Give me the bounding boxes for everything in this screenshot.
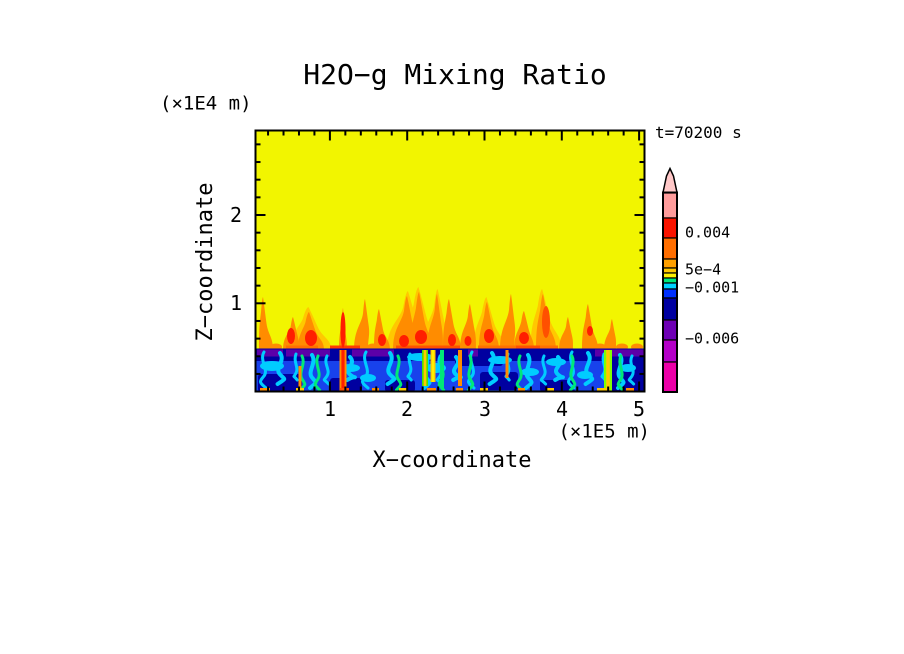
x-tick-label-5: 5 <box>632 397 646 421</box>
z-tick-label-1: 1 <box>229 291 242 315</box>
colorbar-segment <box>662 297 678 321</box>
colorbar-segment <box>662 217 678 239</box>
colorbar-segment <box>662 258 678 269</box>
x-tick-label-1: 1 <box>323 397 337 421</box>
colorbar-segment <box>662 267 678 274</box>
x-tick-label-3: 3 <box>478 397 492 421</box>
x-units-label: (×1E5 m) <box>558 420 650 443</box>
time-label: t=70200 s <box>655 123 742 142</box>
axes <box>254 129 646 393</box>
z-tick-label-2: 2 <box>229 203 242 227</box>
colorbar-segment <box>662 288 678 299</box>
colorbar-segment <box>662 282 678 290</box>
cloud-plumes <box>259 287 643 351</box>
colorbar <box>662 166 678 393</box>
colorbar-segment <box>662 361 678 393</box>
x-tick-label-4: 4 <box>555 397 569 421</box>
colorbar-segment <box>662 272 678 279</box>
z-units-label: (×1E4 m) <box>160 92 252 115</box>
field <box>255 130 645 392</box>
colorbar-segment <box>662 319 678 341</box>
colorbar-label-m0006: −0.006 <box>685 329 740 348</box>
chart-title: H2O−g Mixing Ratio <box>303 58 607 91</box>
colorbar-segment <box>662 277 678 284</box>
boundary-layer-band <box>255 348 645 392</box>
colorbar-segment <box>662 339 678 363</box>
colorbar-label-m0001: −0.001 <box>685 278 740 297</box>
x-tick-label-2: 2 <box>400 397 414 421</box>
x-axis-label: X−coordinate <box>372 448 532 473</box>
z-axis-label: Z−coordinate <box>193 182 218 342</box>
colorbar-segment <box>662 192 678 219</box>
colorbar-label-5e-4: 5e−4 <box>685 260 722 279</box>
colorbar-arrow <box>662 166 678 194</box>
colorbar-label-0004: 0.004 <box>685 223 731 242</box>
colorbar-segment <box>662 237 678 260</box>
